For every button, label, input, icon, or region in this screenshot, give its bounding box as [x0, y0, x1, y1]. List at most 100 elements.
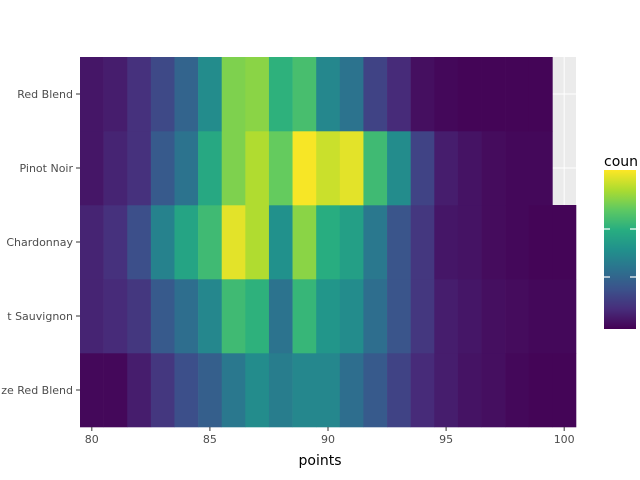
heatmap-cell	[245, 57, 270, 132]
heatmap-cell	[387, 205, 411, 280]
heatmap-cell	[103, 353, 128, 428]
heatmap-cell	[363, 131, 388, 206]
heatmap-cell	[268, 131, 293, 206]
heatmap-cell	[481, 131, 506, 206]
heatmap-cell	[457, 279, 482, 354]
x-tick-label: 85	[203, 433, 217, 446]
y-tick-label: Chardonnay	[6, 236, 73, 249]
heatmap-cell	[292, 279, 317, 354]
heatmap-cell	[103, 57, 128, 132]
heatmap-cell	[292, 205, 317, 280]
heatmap-cell	[150, 205, 175, 280]
y-axis: ze Red Blend t Sauvignon Chardonnay Pinot N…	[1, 88, 80, 397]
heatmap-cell	[80, 279, 104, 354]
heatmap-cell	[221, 57, 246, 132]
heatmap-cell	[127, 131, 152, 206]
heatmap-cell	[221, 353, 246, 428]
heatmap-cell	[245, 279, 270, 354]
heatmap-cell	[528, 353, 553, 428]
heatmap-cell	[245, 353, 270, 428]
heatmap-cell	[481, 279, 506, 354]
heatmap-cell	[103, 205, 128, 280]
heatmap-cell	[268, 205, 293, 280]
heatmap-cell	[150, 279, 175, 354]
heatmap-cell	[221, 205, 246, 280]
heatmap-cell	[457, 205, 482, 280]
heatmap-cell	[457, 57, 482, 132]
heatmap-cell	[80, 353, 104, 428]
heatmap-cell	[198, 279, 223, 354]
heatmap-cell	[434, 353, 459, 428]
heatmap-cell	[387, 279, 411, 354]
heatmap-cell	[528, 205, 553, 280]
heatmap-cell	[198, 205, 223, 280]
x-tick-label: 80	[85, 433, 99, 446]
heatmap-cell	[363, 205, 388, 280]
heatmap-cell	[457, 131, 482, 206]
heatmap-cell	[127, 353, 152, 428]
heatmap-cell	[481, 205, 506, 280]
heatmap-cell	[80, 131, 104, 206]
x-axis-title: points	[299, 453, 342, 469]
heatmap-cell	[339, 57, 364, 132]
heatmap-cell	[150, 353, 175, 428]
heatmap-cells	[80, 57, 577, 428]
heatmap-cell	[292, 131, 317, 206]
heatmap-cell	[410, 353, 435, 428]
heatmap-cell	[363, 353, 388, 428]
x-axis: 80 85 90 95 100	[85, 427, 575, 446]
heatmap-cell	[505, 131, 530, 206]
heatmap-cell	[150, 57, 175, 132]
heatmap-cell	[174, 57, 199, 132]
heatmap-cell	[434, 279, 459, 354]
heatmap-cell	[127, 279, 152, 354]
heatmap-cell	[528, 279, 553, 354]
heatmap-cell	[150, 131, 175, 206]
heatmap-cell	[410, 57, 435, 132]
heatmap-cell	[387, 131, 411, 206]
heatmap-cell	[245, 131, 270, 206]
heatmap-cell	[481, 353, 506, 428]
heatmap-cell	[245, 205, 270, 280]
heatmap-cell	[528, 57, 553, 132]
heatmap-cell	[80, 205, 104, 280]
heatmap-cell	[552, 205, 577, 280]
x-tick-label: 90	[321, 433, 335, 446]
heatmap-cell	[434, 131, 459, 206]
heatmap-cell	[505, 279, 530, 354]
heatmap-cell	[103, 279, 128, 354]
y-tick-label: Pinot Noir	[20, 162, 74, 175]
heatmap-cell	[316, 279, 341, 354]
heatmap-cell	[339, 205, 364, 280]
heatmap-cell	[316, 131, 341, 206]
heatmap-cell	[316, 205, 341, 280]
heatmap-cell	[363, 57, 388, 132]
heatmap-cell	[339, 279, 364, 354]
heatmap-cell	[434, 205, 459, 280]
y-tick-label: Red Blend	[17, 88, 73, 101]
heatmap-cell	[410, 279, 435, 354]
heatmap-cell	[387, 57, 411, 132]
heatmap-cell	[127, 205, 152, 280]
y-tick-label: t Sauvignon	[7, 310, 73, 323]
heatmap-cell	[268, 57, 293, 132]
heatmap-cell	[174, 279, 199, 354]
heatmap-cell	[268, 279, 293, 354]
heatmap-cell	[410, 205, 435, 280]
legend-title: coun	[604, 154, 638, 170]
heatmap-cell	[292, 57, 317, 132]
heatmap-cell	[339, 131, 364, 206]
heatmap-cell	[198, 57, 223, 132]
heatmap-cell	[127, 57, 152, 132]
heatmap-cell	[198, 131, 223, 206]
heatmap-cell	[505, 205, 530, 280]
heatmap-cell	[292, 353, 317, 428]
heatmap-cell	[457, 353, 482, 428]
heatmap-cell	[552, 353, 577, 428]
legend-ticks	[604, 228, 636, 278]
heatmap-cell	[363, 279, 388, 354]
heatmap-cell	[174, 205, 199, 280]
heatmap-cell	[221, 131, 246, 206]
x-tick-label: 95	[439, 433, 453, 446]
